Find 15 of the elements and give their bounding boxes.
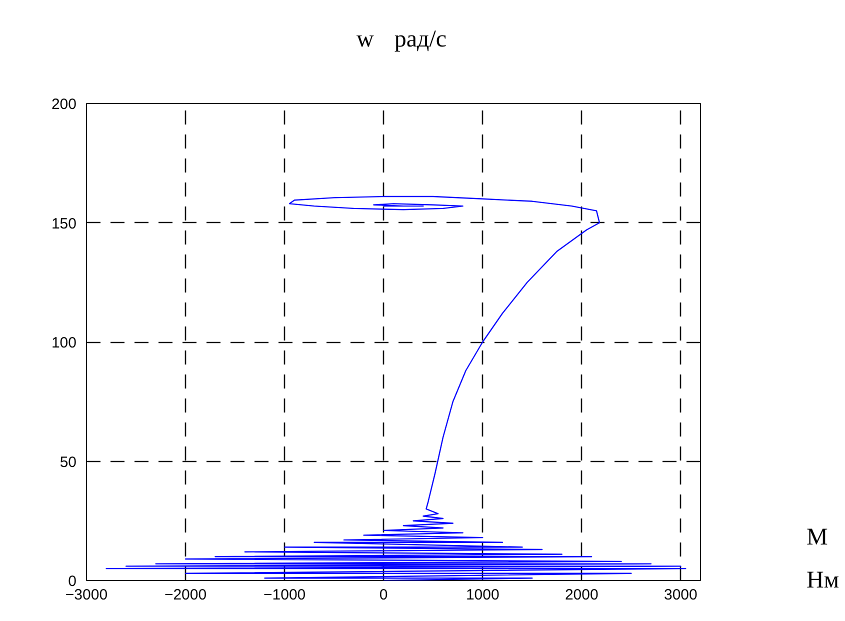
y-tick-label: 150 [51, 215, 77, 232]
x-axis-title: M [806, 524, 828, 551]
x-tick-label: 0 [379, 586, 388, 604]
y-axis-title: w [356, 26, 375, 52]
text: рад/с [394, 26, 447, 52]
x-tick-label: 2000 [564, 586, 598, 604]
line-series [106, 196, 686, 580]
x-tick-label: 3000 [664, 586, 698, 604]
x-tick-label: 1000 [466, 586, 500, 604]
y-tick-label: 100 [51, 334, 77, 352]
y-tick-label: 50 [60, 454, 77, 471]
y-tick-label: 200 [51, 96, 77, 113]
text: Нм [806, 568, 840, 594]
x-tick-label: −2000 [164, 586, 207, 604]
x-tick-label: −1000 [264, 586, 306, 604]
